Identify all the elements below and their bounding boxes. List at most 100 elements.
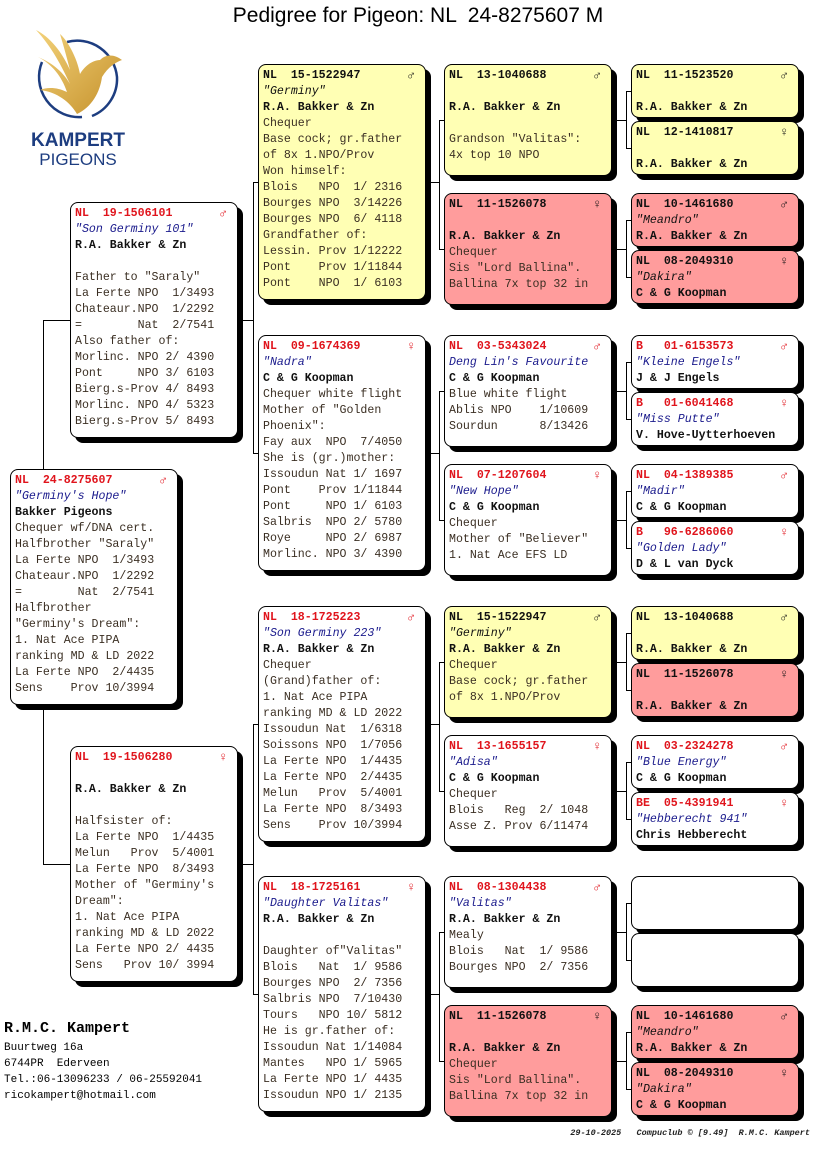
owner-name: R.A. Bakker & Zn — [636, 158, 748, 171]
connector-line — [253, 994, 258, 995]
detail-line: La Ferte NPO 8/3493 — [263, 803, 403, 816]
pigeon-card-gen5[interactable]: NL 13-1040688 ♂ R.A. Bakker & Zn — [631, 606, 799, 660]
pigeon-card-gen5[interactable]: NL 08-2049310 ♀ "Dakira" C & G Koopman — [631, 1062, 799, 1116]
pigeon-card-gen5[interactable]: NL 12-1410817 ♀ R.A. Bakker & Zn — [631, 121, 799, 175]
pigeon-card-gen5[interactable]: NL 11-1523520 ♂ R.A. Bakker & Zn — [631, 64, 799, 118]
detail-line: Sens Prov 10/3994 — [263, 819, 403, 832]
pigeon-name — [636, 626, 798, 642]
connector-line — [626, 220, 631, 221]
detail-line: Morlinc. NPO 2/ 4390 — [75, 351, 215, 364]
pigeon-name: "Blue Energy" — [636, 756, 727, 769]
pigeon-card-subject[interactable]: NL 24-8275607 ♂ "Germiny's Hope" Bakker Pig… — [10, 469, 178, 705]
ring-number: NL 07-1207604 — [449, 469, 547, 482]
ring-number: NL 11-1523520 — [636, 69, 734, 82]
pigeon-card-gen3[interactable]: NL 15-1522947 ♂ "Germiny" R.A. Bakker & Zn C… — [258, 64, 426, 300]
pigeon-card-dam[interactable]: NL 19-1506280 ♀ R.A. Bakker & Zn Halfsister… — [70, 746, 238, 982]
pigeon-card-gen4[interactable]: NL 07-1207604 ♀ "New Hope" C & G Koopman Che… — [444, 464, 612, 576]
detail-line: Halfbrother "Saraly" — [15, 538, 155, 551]
connector-line — [426, 453, 440, 454]
ring-number: NL 19-1506101 — [75, 207, 173, 220]
detail-line: ranking MD & LD 2022 — [263, 707, 403, 720]
owner-name: V. Hove-Uytterhoeven — [636, 429, 776, 442]
pigeon-name: "Germiny's Hope" — [15, 490, 127, 503]
owner-name: Bakker Pigeons — [15, 506, 113, 519]
pigeon-card-gen4[interactable]: NL 13-1655157 ♀ "Adisa" C & G Koopman Cheque… — [444, 735, 612, 847]
pigeon-card-sire[interactable]: NL 19-1506101 ♂ "Son Germiny 101" R.A. Bakk… — [70, 202, 238, 438]
pigeon-card-gen5[interactable]: NL 08-2049310 ♀ "Dakira" C & G Koopman — [631, 250, 799, 304]
detail-line: 1. Nat Ace PIPA — [75, 911, 180, 924]
pigeon-name: "Meandro" — [636, 1026, 699, 1039]
pigeon-card-gen4[interactable]: NL 03-5343024 ♂ Deng Lin's Favourite C & G … — [444, 335, 612, 447]
connector-line — [253, 182, 254, 454]
pigeon-card-gen5[interactable] — [631, 876, 799, 930]
connector-line — [439, 120, 444, 121]
pigeon-card-gen5[interactable]: B 01-6153573 ♂ "Kleine Engels" J & J Engels — [631, 335, 799, 389]
owner-name: R.A. Bakker & Zn — [449, 913, 561, 926]
pigeon-name: "Dakira" — [636, 1083, 692, 1096]
detail-line: Issoudun Nat 1/ 1697 — [263, 468, 403, 481]
ring-number: NL 24-8275607 — [15, 474, 113, 487]
male-icon: ♂ — [780, 197, 788, 212]
owner-name: C & G Koopman — [449, 501, 540, 514]
connector-line — [439, 791, 444, 792]
detail-line: La Ferte NPO 1/4435 — [263, 755, 403, 768]
pigeon-card-gen5[interactable] — [631, 933, 799, 987]
pigeon-card-gen4[interactable]: NL 11-1526078 ♀ R.A. Bakker & Zn Chequer Sis… — [444, 193, 612, 305]
connector-line — [626, 819, 631, 820]
detail-line: Morlinc. NPO 3/ 4390 — [263, 548, 403, 561]
pigeon-card-gen5[interactable]: BE 05-4391941 ♀ "Hebberecht 941" Chris Hebb… — [631, 792, 799, 846]
pigeon-card-gen3[interactable]: NL 18-1725161 ♀ "Daughter Valitas" R.A. Bak… — [258, 876, 426, 1112]
pigeon-card-gen5[interactable]: NL 03-2324278 ♂ "Blue Energy" C & G Koopman — [631, 735, 799, 789]
detail-line: La Ferte NPO 1/3493 — [75, 287, 215, 300]
connector-line — [626, 1089, 631, 1090]
ring-row: NL 11-1523520 ♂ — [636, 68, 798, 84]
detail-line: 1. Nat Ace EFS LD — [449, 549, 568, 562]
pigeon-card-gen3[interactable]: NL 09-1674369 ♀ "Nadra" C & G Koopman Cheque… — [258, 335, 426, 571]
pigeon-name — [636, 683, 798, 699]
pigeon-card-gen4[interactable]: NL 15-1522947 ♂ "Germiny" R.A. Bakker & Zn C… — [444, 606, 612, 718]
pigeon-card-gen5[interactable]: B 01-6041468 ♀ "Miss Putte" V. Hove-Uytterh… — [631, 392, 799, 446]
connector-line — [626, 960, 631, 961]
pigeon-card-gen4[interactable]: NL 13-1040688 ♂ R.A. Bakker & Zn Grandson "… — [444, 64, 612, 176]
detail-line: Ballina 7x top 32 in — [449, 278, 589, 291]
detail-line: Halfbrother — [15, 602, 92, 615]
pigeon-name: "New Hope" — [449, 485, 519, 498]
detail-line: Mother of "Germiny's — [75, 879, 215, 892]
pigeon-card-gen5[interactable]: B 96-6286060 ♀ "Golden Lady" D & L van Dyck — [631, 521, 799, 575]
connector-line — [253, 724, 258, 725]
pigeon-card-gen5[interactable]: NL 11-1526078 ♀ R.A. Bakker & Zn — [631, 663, 799, 717]
pigeon-card-gen5[interactable]: NL 04-1389385 ♂ "Madir" C & G Koopman — [631, 464, 799, 518]
detail-line: = Nat 2/7541 — [75, 319, 215, 332]
ring-row: NL 18-1725223 ♂ — [263, 610, 425, 626]
detail-line: La Ferte NPO 2/ 4435 — [75, 943, 215, 956]
connector-line — [43, 320, 70, 321]
pigeon-logo-icon — [36, 30, 122, 119]
ring-row: B 01-6153573 ♂ — [636, 339, 798, 355]
detail-line: Dream": — [75, 895, 124, 908]
pigeon-card-gen3[interactable]: NL 18-1725223 ♂ "Son Germiny 223" R.A. Bakk… — [258, 606, 426, 842]
detail-line: Grandson "Valitas": — [449, 133, 582, 146]
male-icon: ♂ — [780, 739, 788, 754]
pigeon-card-gen5[interactable]: NL 10-1461680 ♂ "Meandro" R.A. Bakker & Zn — [631, 1005, 799, 1059]
pigeon-card-gen4[interactable]: NL 08-1304438 ♂ "Valitas" R.A. Bakker & Zn M… — [444, 876, 612, 988]
pigeon-card-gen4[interactable]: NL 11-1526078 ♀ R.A. Bakker & Zn Chequer Sis… — [444, 1005, 612, 1117]
pigeon-name: "Meandro" — [636, 214, 699, 227]
male-icon: ♂ — [407, 610, 415, 625]
detail-line: Pont Prov 1/11844 — [263, 484, 403, 497]
detail-line: La Ferte NPO 8/3493 — [75, 863, 215, 876]
connector-line — [439, 662, 444, 663]
ring-row: NL 08-1304438 ♂ — [449, 880, 611, 896]
female-icon: ♀ — [780, 525, 788, 540]
male-icon: ♂ — [780, 610, 788, 625]
female-icon: ♀ — [593, 468, 601, 483]
pigeon-name — [449, 84, 611, 100]
pigeon-name: "Germiny" — [449, 627, 512, 640]
detail-line: Base cock; gr.father — [263, 133, 403, 146]
contact-email[interactable]: ricokampert@hotmail.com — [4, 1090, 156, 1102]
ring-row: B 96-6286060 ♀ — [636, 525, 798, 541]
ring-number: B 96-6286060 — [636, 526, 734, 539]
detail-line: Grandfather of: — [263, 229, 368, 242]
pigeon-card-gen5[interactable]: NL 10-1461680 ♂ "Meandro" R.A. Bakker & Zn — [631, 193, 799, 247]
ring-number: NL 18-1725161 — [263, 881, 361, 894]
detail-line: La Ferte NPO 1/3493 — [15, 554, 155, 567]
